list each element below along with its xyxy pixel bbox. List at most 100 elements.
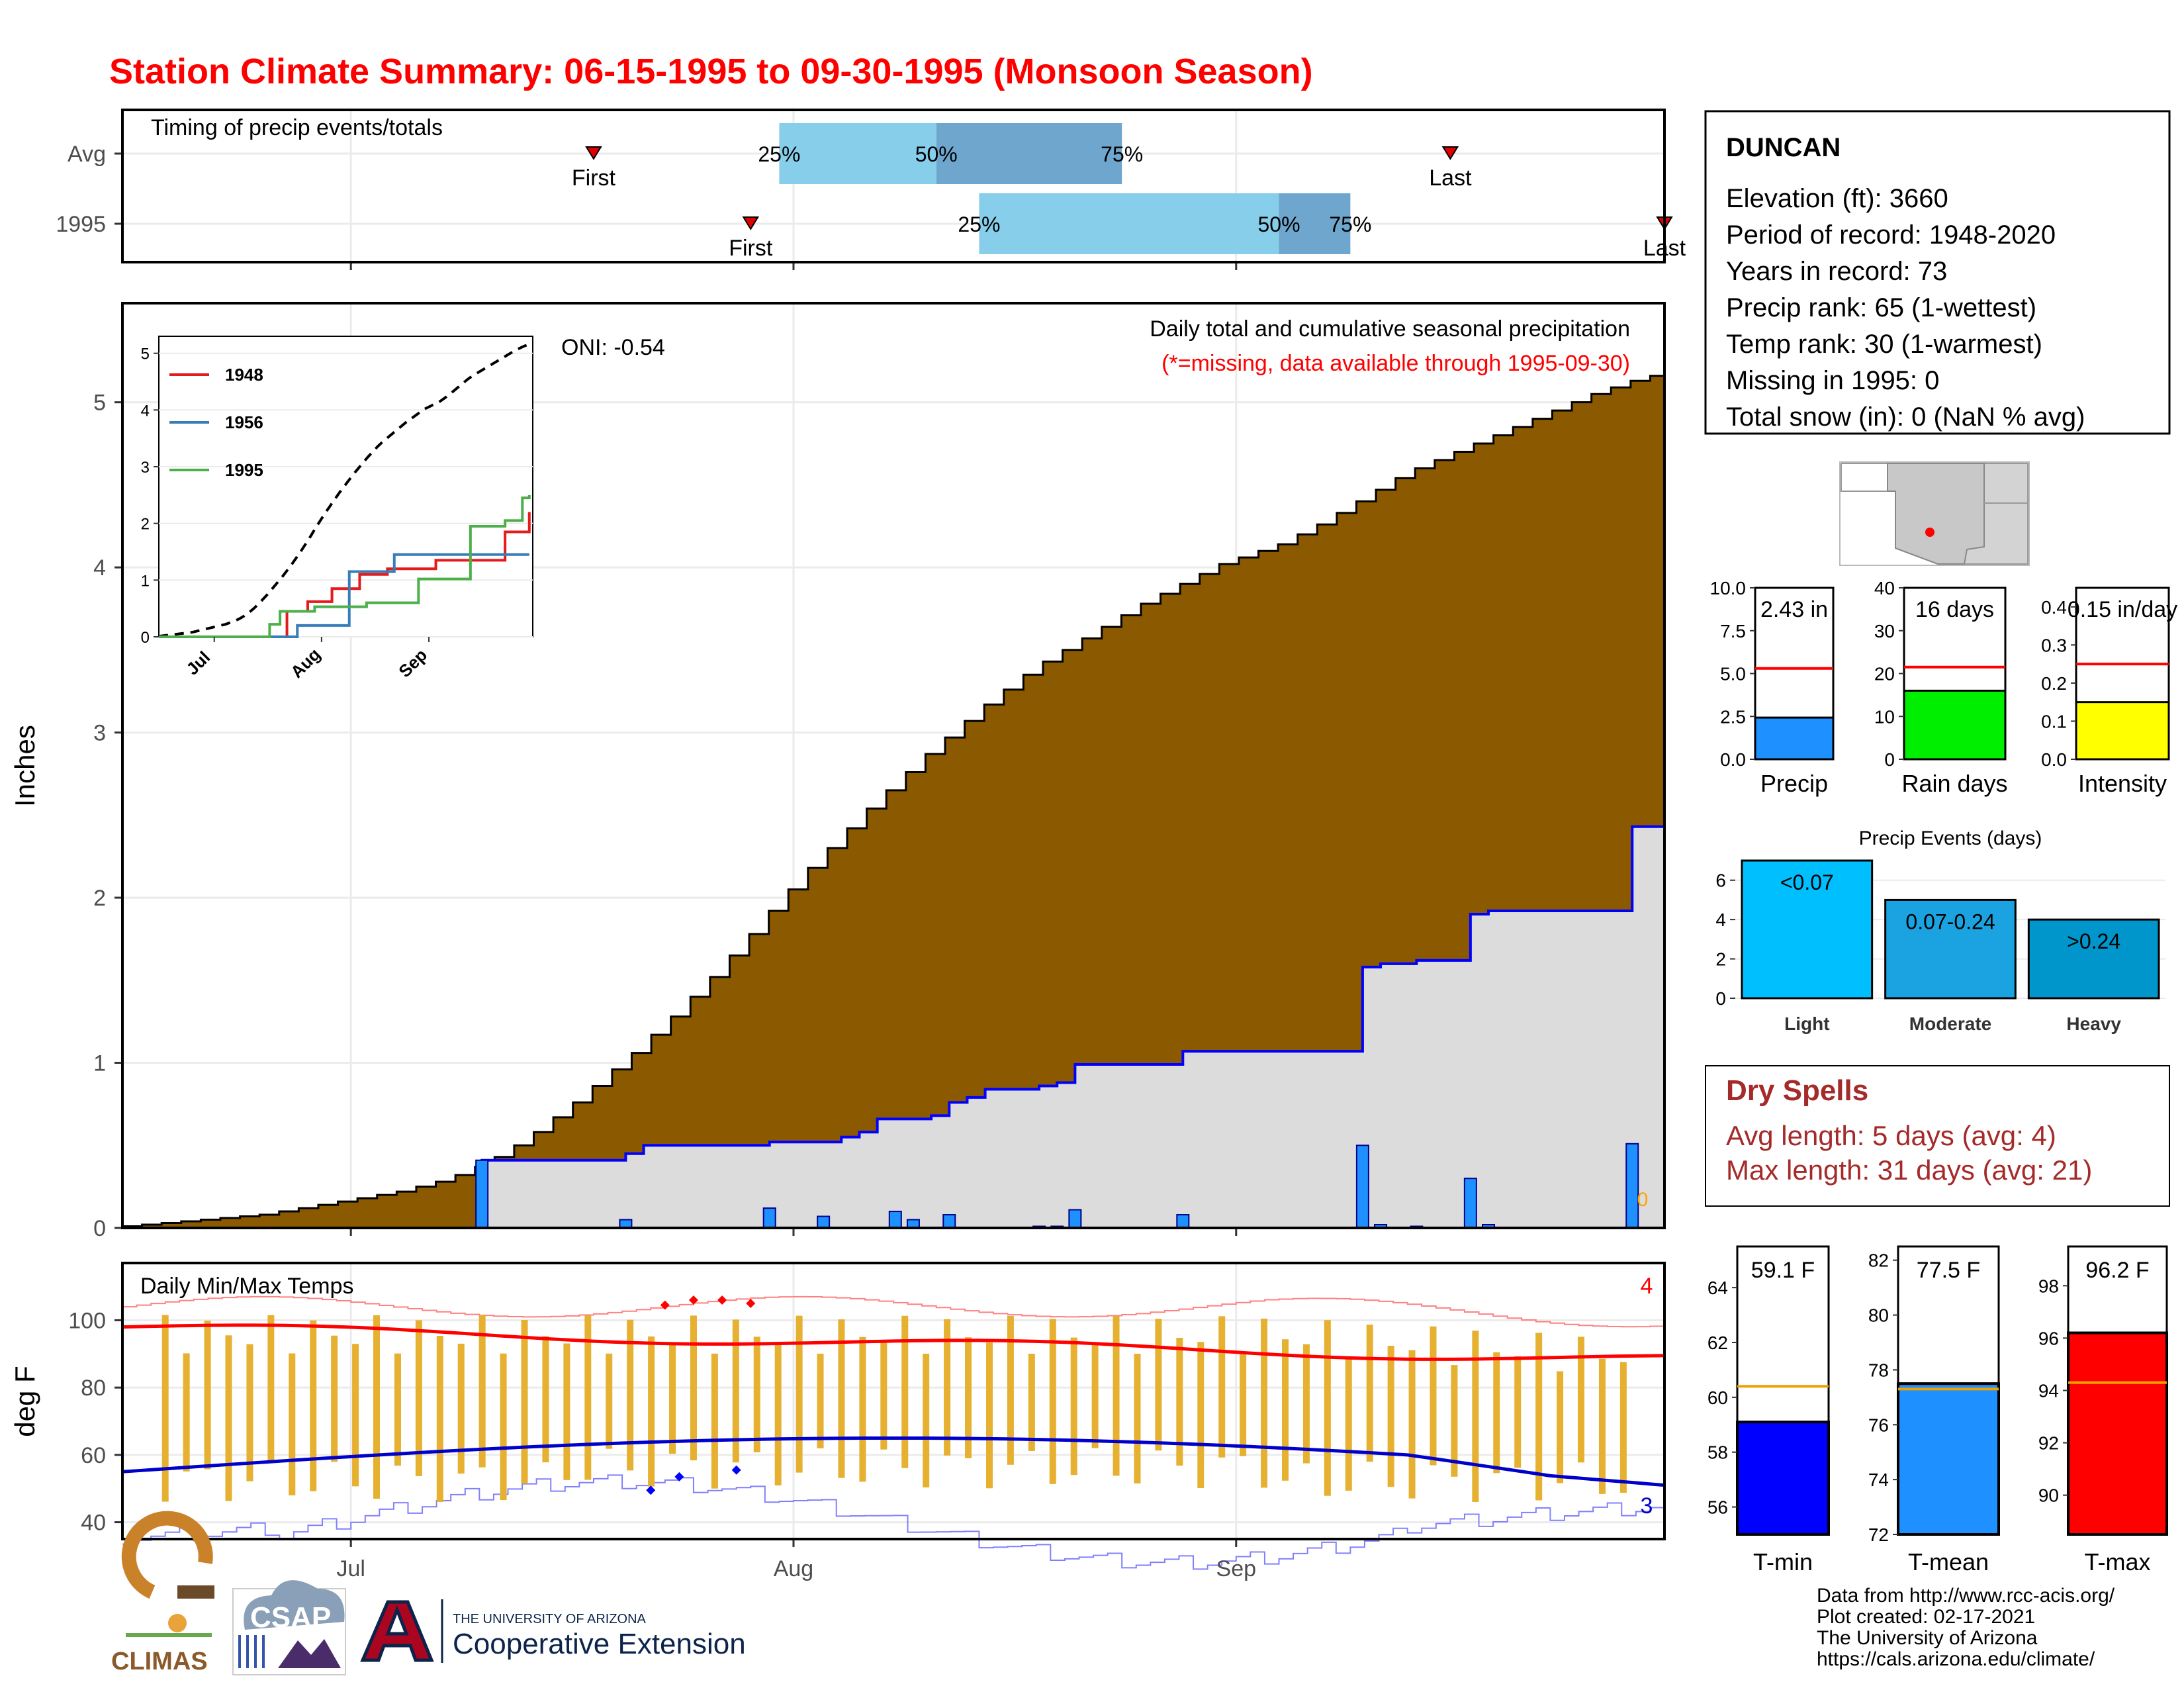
temp-bar-tick-label: 64 (1707, 1278, 1728, 1298)
daily-temp-bar (1007, 1315, 1014, 1465)
events-bar (1741, 859, 1874, 1000)
record-low-marker (674, 1472, 684, 1481)
daily-precip-bar (1176, 1214, 1190, 1229)
dry-spells-box: Dry Spells Avg length: 5 days (avg: 4) M… (1705, 1065, 2170, 1207)
temp-panel-label: Daily Min/Max Temps (140, 1274, 353, 1299)
daily-temp-bar (352, 1344, 359, 1487)
daily-temp-bar (584, 1315, 592, 1480)
precip-y-tick-label: 0 (93, 1216, 106, 1241)
mini-bar-value-label: 0.15 in/day (2068, 597, 2177, 622)
daily-temp-bar (542, 1336, 549, 1463)
temp-bar-tick-label: 74 (1868, 1470, 1889, 1490)
temp-y-axis-label: deg F (9, 1366, 40, 1436)
daily-temp-bar (436, 1336, 443, 1502)
daily-temp-bar (1197, 1342, 1205, 1489)
daily-temp-bar (1472, 1331, 1479, 1502)
footer-line-1: Data from http://www.rcc-acis.org/ (1817, 1585, 2115, 1607)
station-period: Period of record: 1948-2020 (1726, 220, 2056, 250)
daily-temp-bar (478, 1315, 486, 1468)
inset-y-tick-label: 5 (141, 346, 150, 363)
inset-avg-curve (158, 343, 530, 638)
daily-temp-bar (310, 1320, 317, 1491)
daily-temp-bar (1240, 1354, 1247, 1456)
temp-frame (121, 1262, 1666, 1540)
daily-precip-bar (1625, 1143, 1639, 1229)
footer-line-4: https://cals.arizona.edu/climate/ (1817, 1648, 2095, 1670)
dry-spells-max: Max length: 31 days (avg: 21) (1726, 1154, 2092, 1186)
temp-bar-tick-label: 94 (2038, 1381, 2059, 1401)
inset-frame (158, 336, 533, 637)
daily-temp-bar (267, 1315, 275, 1464)
daily-temp-bar (965, 1337, 972, 1458)
timing-event-label: Last (1429, 165, 1472, 191)
daily-temp-bar (521, 1320, 528, 1484)
footer-line-2: Plot created: 02-17-2021 (1817, 1606, 2035, 1628)
daily-temp-bar (1218, 1316, 1226, 1458)
inset-y-tick-label: 2 (141, 516, 150, 534)
mini-bar-label: Precip (1760, 770, 1828, 797)
daily-temp-bar (225, 1335, 232, 1501)
daily-temp-bar (1493, 1352, 1500, 1474)
mini-bar-tick-label: 0.0 (1720, 749, 1746, 770)
station-elevation: Elevation (ft): 3660 (1726, 184, 1948, 213)
temp-bar-tick-label: 82 (1868, 1250, 1889, 1271)
daily-temp-bar (1324, 1320, 1331, 1496)
daily-precip-bar (1068, 1209, 1082, 1229)
daily-precip-bar (1355, 1145, 1369, 1229)
daily-temp-bar (817, 1353, 824, 1448)
mini-bar-tick-label: 10.0 (1710, 578, 1747, 598)
events-bar (2027, 918, 2160, 1000)
daily-temp-bar (774, 1342, 782, 1485)
ua-cooperative-extension-logo: THE UNIVERSITY OF ARIZONA Cooperative Ex… (360, 1599, 746, 1663)
temp-bar-label: T-mean (1908, 1548, 1989, 1575)
mini-bar-tick-label: 10 (1874, 706, 1895, 727)
daily-temp-bar (1514, 1356, 1522, 1468)
station-name: DUNCAN (1726, 133, 1841, 162)
timing-bar-25-50 (979, 193, 1279, 254)
timing-percent-label: 75% (1101, 142, 1143, 166)
temp-bar-value-label: 77.5 F (1917, 1258, 1980, 1283)
record-high-marker (660, 1300, 670, 1310)
mini-bar-tick-label: 2.5 (1720, 706, 1746, 727)
mini-bar-tick-label: 20 (1874, 664, 1895, 684)
station-snow: Total snow (in): 0 (NaN % avg) (1726, 402, 2085, 432)
mini-bar-tick-label: 0.0 (2041, 749, 2067, 770)
daily-temp-bar (1535, 1333, 1543, 1501)
page-title: Station Climate Summary: 06-15-1995 to 0… (109, 52, 1313, 91)
daily-temp-bar (415, 1320, 422, 1476)
timing-row-label: 1995 (56, 212, 106, 237)
temp-bar-tick-label: 78 (1868, 1360, 1889, 1380)
timing-event-marker (742, 216, 760, 230)
precip-y-tick-label: 2 (93, 886, 106, 911)
avg-cumulative-precip-area (121, 375, 1666, 1229)
daily-temp-bar (1049, 1319, 1056, 1484)
temp-y-tick-label: 100 (68, 1308, 106, 1333)
inset-legend-label: 1948 (225, 365, 263, 385)
station-temp-rank: Temp rank: 30 (1-warmest) (1726, 330, 2042, 359)
daily-temp-bar (944, 1319, 951, 1456)
station-missing: Missing in 1995: 0 (1726, 366, 1939, 395)
temp-y-tick-label: 60 (81, 1443, 106, 1468)
events-bar-range-label: 0.07-0.24 (1905, 910, 1995, 933)
timing-bar-25-50 (779, 123, 936, 184)
csap-logo-text: CSAP (250, 1601, 331, 1634)
daily-temp-bar (563, 1343, 570, 1480)
daily-temp-bar (289, 1353, 296, 1496)
timing-row-label: Avg (68, 142, 106, 167)
daily-temp-bar (1028, 1354, 1035, 1451)
mini-bar-value (1903, 689, 2007, 761)
daily-temp-bar (669, 1343, 676, 1454)
mini-bar-tick-label: 40 (1874, 578, 1895, 598)
record-low-marker (731, 1465, 741, 1475)
events-y-tick-label: 0 (1715, 988, 1726, 1009)
daily-temp-bar (331, 1335, 338, 1462)
avg-max-temp-line (122, 1323, 1665, 1361)
record-low-count: 3 (1641, 1493, 1653, 1519)
daily-temp-bar (838, 1319, 845, 1478)
precip-subtitle: Daily total and cumulative seasonal prec… (1150, 316, 1630, 342)
daily-temp-bar (1408, 1350, 1416, 1499)
daily-temp-bar (457, 1343, 465, 1474)
timing-bar-50-75 (1279, 193, 1351, 254)
mini-bar-tick-label: 0 (1884, 749, 1895, 770)
